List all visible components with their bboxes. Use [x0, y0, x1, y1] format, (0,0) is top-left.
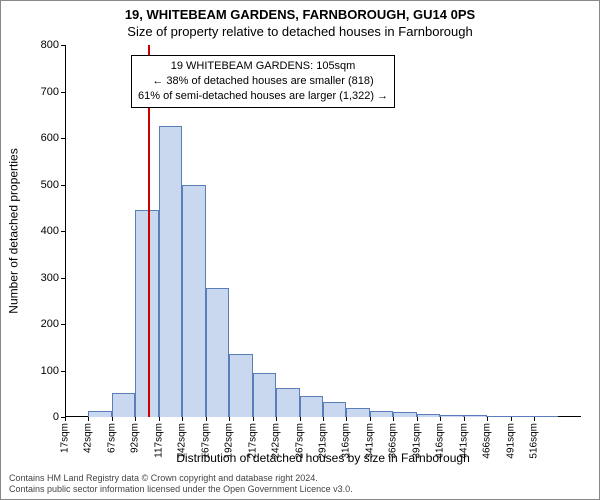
chart-container: 19, WHITEBEAM GARDENS, FARNBOROUGH, GU14… [0, 0, 600, 500]
x-tick-mark [65, 417, 66, 421]
chart-subtitle: Size of property relative to detached ho… [1, 22, 599, 43]
x-tick-mark [300, 417, 301, 421]
x-tick-mark [511, 417, 512, 421]
footer-line-2: Contains public sector information licen… [9, 484, 353, 495]
x-tick-mark [253, 417, 254, 421]
y-tick-mark [61, 324, 65, 325]
x-tick-mark [487, 417, 488, 421]
annotation-line-3: 61% of semi-detached houses are larger (… [138, 89, 388, 104]
x-tick-mark [88, 417, 89, 421]
histogram-bar [276, 388, 299, 417]
annotation-box: 19 WHITEBEAM GARDENS: 105sqm← 38% of det… [131, 55, 395, 108]
y-tick-mark [61, 185, 65, 186]
chart-title-address: 19, WHITEBEAM GARDENS, FARNBOROUGH, GU14… [1, 1, 599, 22]
histogram-bar [159, 126, 182, 417]
x-tick-label: 42sqm [83, 423, 94, 453]
histogram-bar [182, 185, 205, 418]
x-tick-mark [229, 417, 230, 421]
x-tick-mark [417, 417, 418, 421]
histogram-bar [440, 415, 463, 417]
y-axis-label: Number of detached properties [5, 45, 23, 417]
y-tick-label: 800 [41, 39, 59, 51]
x-tick-mark [112, 417, 113, 421]
x-tick-label: 17sqm [60, 423, 71, 453]
footer-attribution: Contains HM Land Registry data © Crown c… [9, 473, 353, 496]
y-tick-mark [61, 138, 65, 139]
y-tick-label: 100 [41, 365, 59, 377]
histogram-bar [112, 393, 135, 417]
histogram-bar [393, 412, 416, 417]
x-tick-mark [276, 417, 277, 421]
histogram-bar [511, 416, 534, 417]
footer-line-1: Contains HM Land Registry data © Crown c… [9, 473, 353, 484]
histogram-bar [206, 288, 229, 417]
histogram-bar [487, 416, 510, 417]
x-tick-label: 67sqm [106, 423, 117, 453]
histogram-bar [346, 408, 369, 417]
y-tick-mark [61, 371, 65, 372]
histogram-bar [464, 415, 487, 417]
x-tick-mark [135, 417, 136, 421]
annotation-line-1: 19 WHITEBEAM GARDENS: 105sqm [138, 59, 388, 74]
y-tick-label: 700 [41, 86, 59, 98]
y-tick-label: 0 [53, 411, 59, 423]
x-tick-label: 92sqm [130, 423, 141, 453]
x-tick-mark [159, 417, 160, 421]
x-tick-mark [182, 417, 183, 421]
x-tick-mark [323, 417, 324, 421]
y-tick-mark [61, 278, 65, 279]
y-tick-label: 500 [41, 179, 59, 191]
histogram-bar [88, 411, 111, 417]
x-axis-label: Distribution of detached houses by size … [65, 451, 581, 465]
y-tick-mark [61, 45, 65, 46]
histogram-bar [229, 354, 252, 417]
plot-area: 010020030040050060070080017sqm42sqm67sqm… [65, 45, 581, 417]
x-tick-mark [393, 417, 394, 421]
x-tick-mark [370, 417, 371, 421]
y-tick-label: 600 [41, 132, 59, 144]
x-tick-mark [464, 417, 465, 421]
x-tick-mark [206, 417, 207, 421]
x-tick-mark [534, 417, 535, 421]
annotation-line-2: ← 38% of detached houses are smaller (81… [138, 74, 388, 89]
y-tick-mark [61, 231, 65, 232]
histogram-bar [370, 411, 393, 417]
histogram-bar [253, 373, 276, 417]
y-tick-label: 200 [41, 318, 59, 330]
y-tick-label: 400 [41, 225, 59, 237]
x-tick-mark [346, 417, 347, 421]
y-tick-mark [61, 92, 65, 93]
y-tick-label: 300 [41, 272, 59, 284]
histogram-bar [323, 402, 346, 417]
histogram-bar [534, 416, 557, 417]
histogram-bar [300, 396, 323, 417]
histogram-bar [417, 414, 440, 417]
x-tick-mark [440, 417, 441, 421]
